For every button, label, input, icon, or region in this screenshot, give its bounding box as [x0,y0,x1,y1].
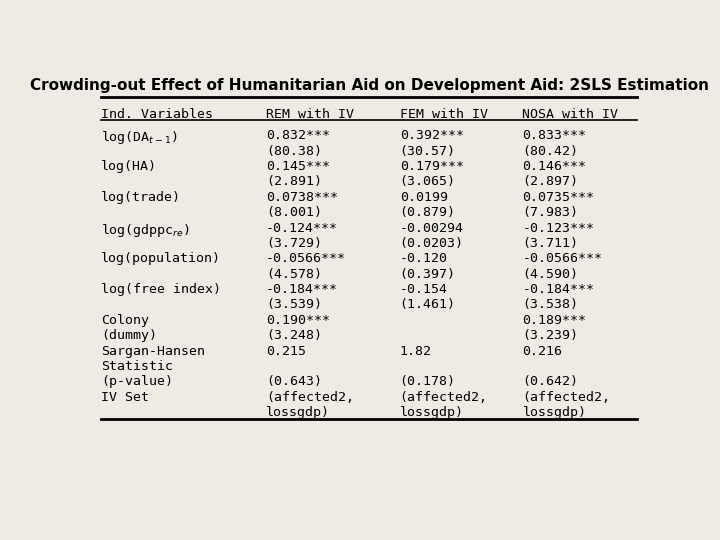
Text: REM with IV: REM with IV [266,109,354,122]
Text: lossgdp): lossgdp) [266,406,330,419]
Text: (7.983): (7.983) [523,206,578,219]
Text: (80.42): (80.42) [523,145,578,158]
Text: 0.0738***: 0.0738*** [266,191,338,204]
Text: (3.538): (3.538) [523,299,578,312]
Text: -0.154: -0.154 [400,283,448,296]
Text: (80.38): (80.38) [266,145,322,158]
Text: Crowding-out Effect of Humanitarian Aid on Development Aid: 2SLS Estimation: Crowding-out Effect of Humanitarian Aid … [30,78,708,93]
Text: Statistic: Statistic [101,360,173,373]
Text: (2.897): (2.897) [523,176,578,188]
Text: log(HA): log(HA) [101,160,157,173]
Text: Ind. Variables: Ind. Variables [101,109,213,122]
Text: (dummy): (dummy) [101,329,157,342]
Text: -0.184***: -0.184*** [266,283,338,296]
Text: 1.82: 1.82 [400,345,432,357]
Text: Sargan-Hansen: Sargan-Hansen [101,345,205,357]
Text: -0.184***: -0.184*** [523,283,595,296]
Text: (p-value): (p-value) [101,375,173,388]
Text: 0.0199: 0.0199 [400,191,448,204]
Text: 0.189***: 0.189*** [523,314,587,327]
Text: -0.0566***: -0.0566*** [523,252,603,265]
Text: IV Set: IV Set [101,391,149,404]
Text: -0.123***: -0.123*** [523,221,595,234]
Text: 0.833***: 0.833*** [523,129,587,142]
Text: (8.001): (8.001) [266,206,322,219]
Text: (0.0203): (0.0203) [400,237,464,250]
Text: Colony: Colony [101,314,149,327]
Text: (3.711): (3.711) [523,237,578,250]
Text: (3.539): (3.539) [266,299,322,312]
Text: log(gdppc$_{re}$): log(gdppc$_{re}$) [101,221,190,239]
Text: 0.179***: 0.179*** [400,160,464,173]
Text: (affected2,: (affected2, [523,391,611,404]
Text: log(population): log(population) [101,252,221,265]
Text: FEM with IV: FEM with IV [400,109,487,122]
Text: 0.215: 0.215 [266,345,306,357]
Text: log(trade): log(trade) [101,191,181,204]
Text: (0.178): (0.178) [400,375,456,388]
Text: 0.190***: 0.190*** [266,314,330,327]
Text: (affected2,: (affected2, [400,391,487,404]
Text: (2.891): (2.891) [266,176,322,188]
Text: (1.461): (1.461) [400,299,456,312]
Text: (3.729): (3.729) [266,237,322,250]
Text: 0.146***: 0.146*** [523,160,587,173]
Text: (30.57): (30.57) [400,145,456,158]
Text: (4.578): (4.578) [266,268,322,281]
Text: -0.00294: -0.00294 [400,221,464,234]
Text: (0.397): (0.397) [400,268,456,281]
Text: -0.124***: -0.124*** [266,221,338,234]
Text: (0.643): (0.643) [266,375,322,388]
Text: NOSA with IV: NOSA with IV [523,109,618,122]
Text: log(DA$_{t-1}$): log(DA$_{t-1}$) [101,129,178,146]
Text: 0.145***: 0.145*** [266,160,330,173]
Text: (3.065): (3.065) [400,176,456,188]
Text: -0.0566***: -0.0566*** [266,252,346,265]
Text: (3.248): (3.248) [266,329,322,342]
Text: lossgdp): lossgdp) [523,406,587,419]
Text: (affected2,: (affected2, [266,391,354,404]
Text: (3.239): (3.239) [523,329,578,342]
Text: (0.642): (0.642) [523,375,578,388]
Text: (4.590): (4.590) [523,268,578,281]
Text: log(free index): log(free index) [101,283,221,296]
Text: 0.392***: 0.392*** [400,129,464,142]
Text: (0.879): (0.879) [400,206,456,219]
Text: -0.120: -0.120 [400,252,448,265]
Text: 0.216: 0.216 [523,345,562,357]
Text: lossgdp): lossgdp) [400,406,464,419]
Text: 0.832***: 0.832*** [266,129,330,142]
Text: 0.0735***: 0.0735*** [523,191,595,204]
